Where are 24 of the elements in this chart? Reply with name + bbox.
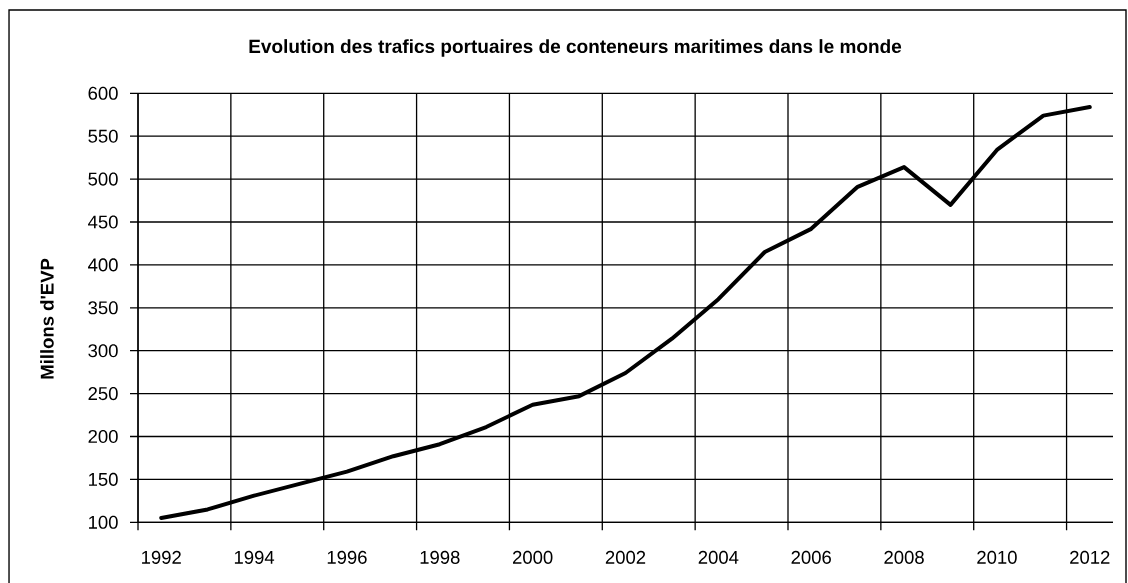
y-tick-label: 200 — [88, 429, 118, 444]
x-tick-label: 2004 — [698, 550, 739, 564]
y-tick-label: 500 — [88, 172, 118, 186]
y-tick-label: 300 — [88, 344, 118, 358]
y-tick-label: 250 — [88, 387, 118, 401]
x-tick-label: 1996 — [327, 550, 367, 564]
y-tick-label: 350 — [88, 301, 118, 315]
x-tick-label: 2008 — [884, 550, 924, 564]
chart-title: Evolution des trafics portuaires de conteneurs maritimes dans le monde — [249, 39, 902, 57]
x-tick-label: 1992 — [142, 550, 181, 564]
y-tick-label: 400 — [88, 258, 118, 272]
y-tick-label: 450 — [88, 215, 118, 229]
y-tick-label: 600 — [88, 86, 118, 100]
y-tick-label: 150 — [89, 472, 118, 486]
x-tick-label: 2002 — [605, 550, 646, 564]
x-tick-label: 1994 — [234, 550, 275, 564]
y-tick-label: 550 — [88, 129, 118, 143]
x-tick-label: 2006 — [791, 550, 831, 564]
x-tick-label: 2010 — [977, 550, 1017, 564]
y-axis-title: Millons d'EVP — [40, 258, 54, 379]
x-tick-label: 2012 — [1070, 550, 1110, 564]
x-tick-label: 1998 — [420, 550, 460, 564]
x-tick-label: 2000 — [512, 550, 553, 564]
y-tick-label: 100 — [89, 515, 118, 529]
